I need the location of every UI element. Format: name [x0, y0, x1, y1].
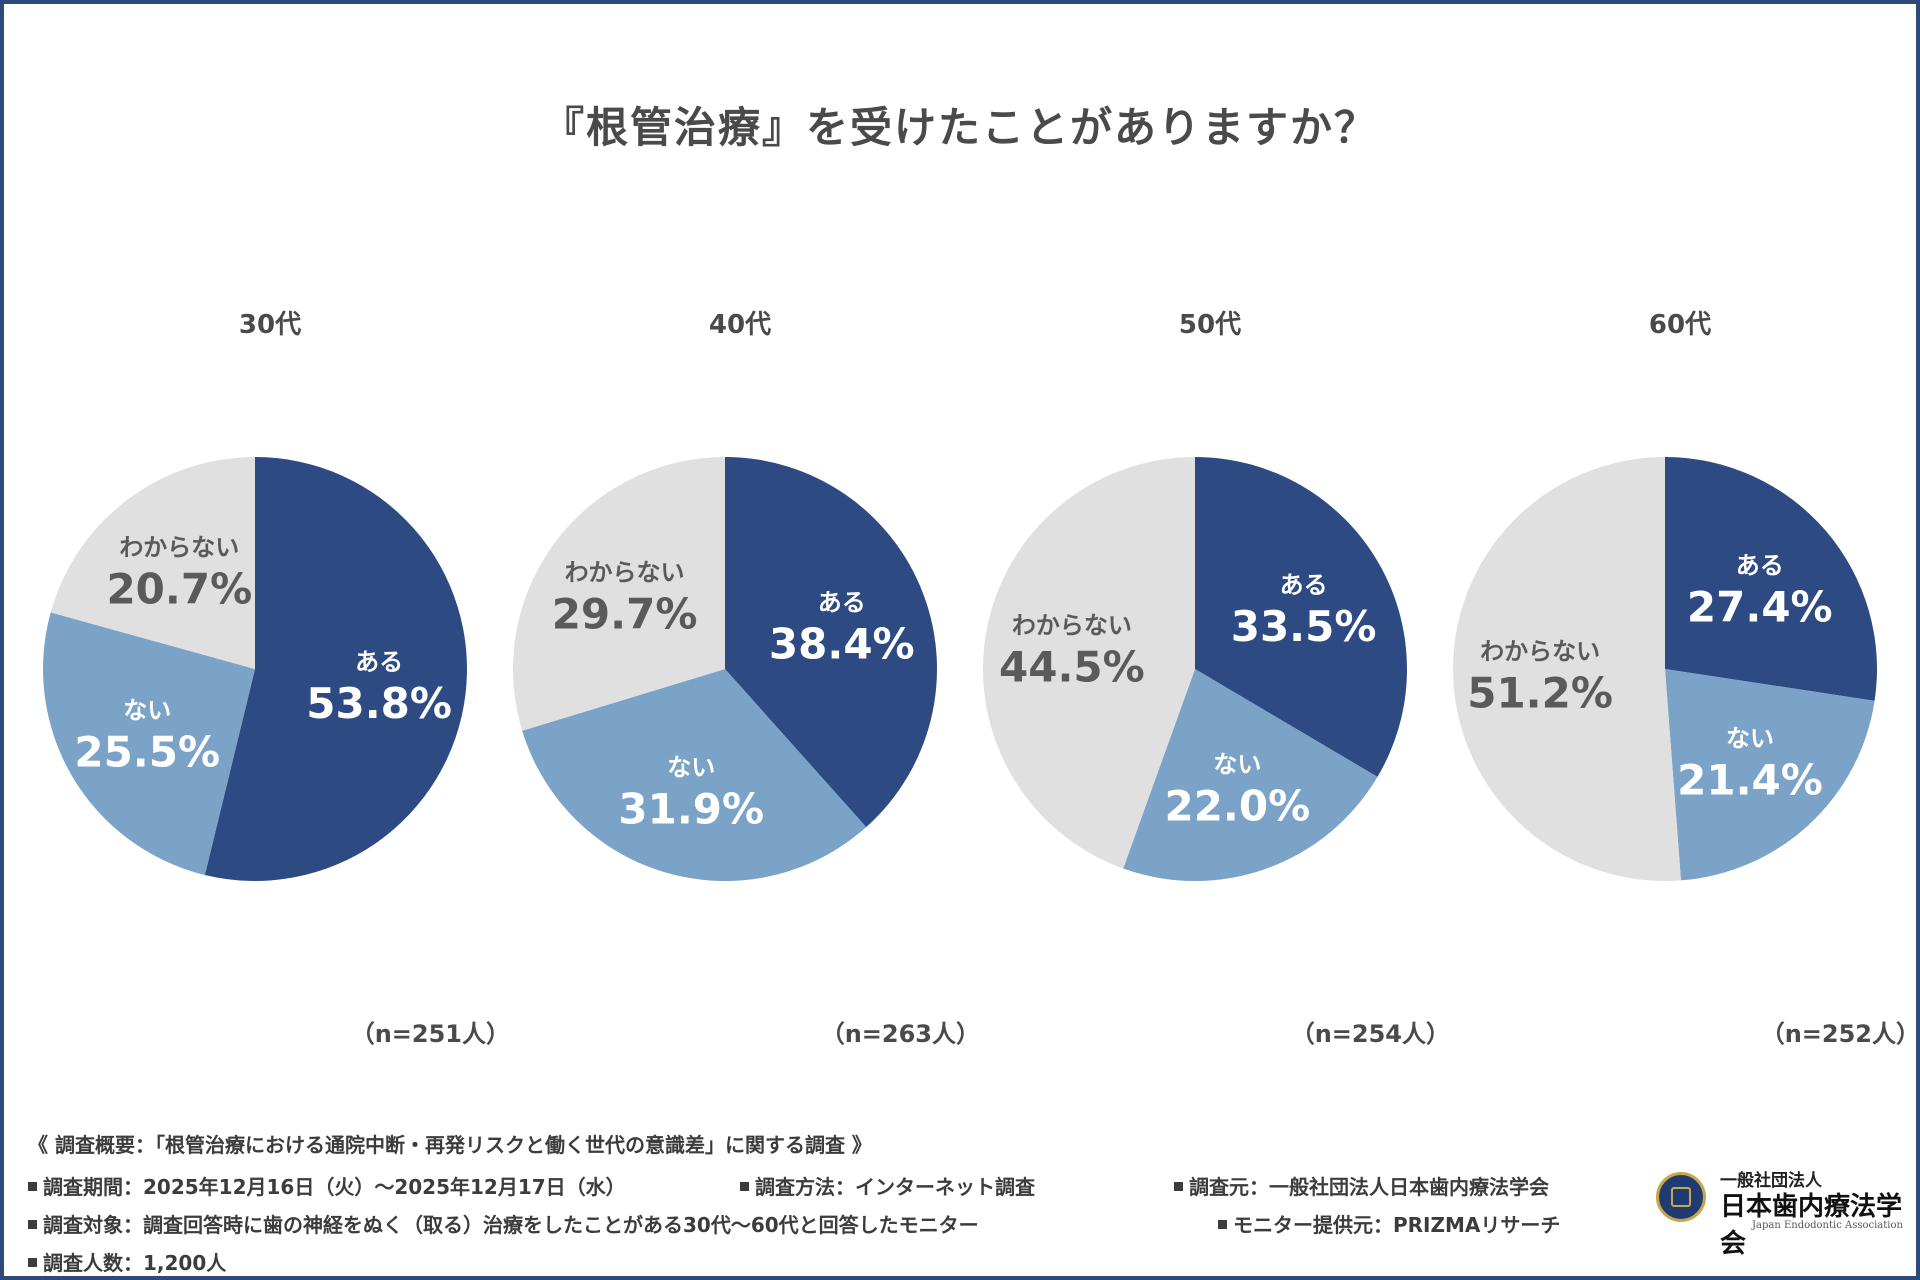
pie-title: 60代 [1648, 310, 1712, 340]
slice-value-label: 21.4% [1677, 756, 1823, 805]
bullet-icon [28, 1182, 37, 1191]
chart-title: 『根管治療』を受けたことがありますか？ [541, 103, 1378, 152]
slice-value-label: 53.8% [306, 679, 452, 728]
slice-category-label: ある [1280, 571, 1328, 599]
pie-block-40s: 40代 ある 38.4% ない 31.9% わからない 29.7% （n=263人） [510, 294, 980, 1074]
survey-target-text: 調査対象：調査回答時に歯の神経をぬく（取る）治療をしたことがある30代〜60代と… [43, 1213, 979, 1237]
survey-provider-text: モニター提供元：PRIZMAリサーチ [1233, 1213, 1561, 1237]
survey-provider: モニター提供元：PRIZMAリサーチ [1218, 1209, 1560, 1238]
slice-category-label: わからない [565, 559, 685, 587]
slice-category-label: ない [1726, 725, 1774, 753]
slice-value-label: 22.0% [1164, 782, 1310, 831]
pie-block-60s: 60代 ある 27.4% ない 21.4% わからない 51.2% （n=252人） [1450, 294, 1920, 1074]
slice-value-label: 38.4% [769, 619, 915, 668]
sample-size-label: （n=263人） [820, 1020, 980, 1048]
slice-value-label: 27.4% [1687, 583, 1833, 632]
logo-org-type: 一般社団法人 [1720, 1171, 1822, 1191]
survey-overview: 《 調査概要：「根管治療における通院中断・再発リスクと働く世代の意識差」に関する… [28, 1133, 872, 1157]
survey-count: 調査人数：1,200人 [28, 1247, 226, 1276]
bullet-icon [740, 1182, 749, 1191]
slice-category-label: ある [818, 588, 866, 616]
slice-value-label: 44.5% [999, 643, 1145, 692]
survey-method-text: 調査方法：インターネット調査 [755, 1175, 1035, 1199]
logo-english-name: Japan Endodontic Association [1752, 1220, 1903, 1231]
slice-value-label: 31.9% [618, 784, 764, 833]
slice-category-label: わからない [119, 534, 239, 562]
sample-size-label: （n=254人） [1290, 1020, 1450, 1048]
bullet-icon [28, 1220, 37, 1229]
slice-category-label: ない [667, 753, 715, 781]
pie-chart-30s: ある 53.8% ない 25.5% わからない 20.7% [42, 457, 467, 881]
slice-category-label: わからない [1480, 638, 1600, 666]
slice-value-label: 20.7% [106, 565, 252, 614]
survey-source-text: 調査元：一般社団法人日本歯内療法学会 [1189, 1175, 1549, 1199]
survey-count-text: 調査人数：1,200人 [43, 1251, 227, 1275]
slice-value-label: 29.7% [552, 590, 698, 639]
slice-category-label: わからない [1012, 612, 1132, 640]
slice-wakaranai [983, 457, 1195, 869]
pie-block-30s: 30代 ある 53.8% ない 25.5% わからない 20.7% （n=251人） [40, 294, 510, 1074]
slice-wakaranai [1453, 457, 1681, 881]
slice-value-label: 33.5% [1231, 602, 1377, 651]
survey-period: 調査期間：2025年12月16日（火）〜2025年12月17日（水） [28, 1171, 626, 1200]
slice-category-label: ある [355, 648, 403, 676]
pie-block-50s: 50代 ある 33.5% ない 22.0% わからない 44.5% （n=254人） [980, 294, 1450, 1074]
slice-category-label: ない [1213, 751, 1261, 779]
slice-wakaranai [513, 457, 725, 731]
slice-aru [1195, 457, 1407, 777]
logo-org-name: 日本歯内療法学会 [1720, 1192, 1903, 1259]
pie-chart-60s: ある 27.4% ない 21.4% わからない 51.2% [1453, 457, 1877, 881]
slice-nai [1665, 669, 1875, 881]
pie-title: 30代 [238, 310, 302, 340]
slice-nai [522, 669, 867, 881]
association-logo: 一般社団法人 日本歯内療法学会 Japan Endodontic Associa… [1656, 1166, 1906, 1259]
survey-source: 調査元：一般社団法人日本歯内療法学会 [1174, 1171, 1549, 1200]
slice-wakaranai [50, 457, 255, 669]
slice-nai [42, 612, 255, 875]
pie-title: 40代 [708, 310, 772, 340]
slice-aru [1665, 457, 1877, 701]
pie-title: 50代 [1178, 310, 1242, 340]
slice-value-label: 51.2% [1467, 669, 1613, 718]
pie-chart-50s: ある 33.5% ない 22.0% わからない 44.5% [983, 457, 1407, 881]
survey-method: 調査方法：インターネット調査 [740, 1171, 1035, 1200]
pie-chart-40s: ある 38.4% ない 31.9% わからない 29.7% [513, 457, 937, 881]
slice-aru [204, 457, 467, 881]
slice-category-label: ない [123, 696, 171, 724]
association-seal-icon [1656, 1172, 1706, 1222]
sample-size-label: （n=251人） [350, 1020, 510, 1048]
slice-nai [1123, 669, 1378, 881]
bullet-icon [1218, 1220, 1227, 1229]
slice-category-label: ある [1736, 552, 1784, 580]
bullet-icon [1174, 1182, 1183, 1191]
survey-period-text: 調査期間：2025年12月16日（火）〜2025年12月17日（水） [43, 1175, 626, 1199]
bullet-icon [28, 1258, 37, 1267]
slice-aru [725, 457, 937, 828]
survey-target: 調査対象：調査回答時に歯の神経をぬく（取る）治療をしたことがある30代〜60代と… [28, 1209, 979, 1238]
sample-size-label: （n=252人） [1760, 1020, 1920, 1048]
slice-value-label: 25.5% [74, 727, 220, 776]
